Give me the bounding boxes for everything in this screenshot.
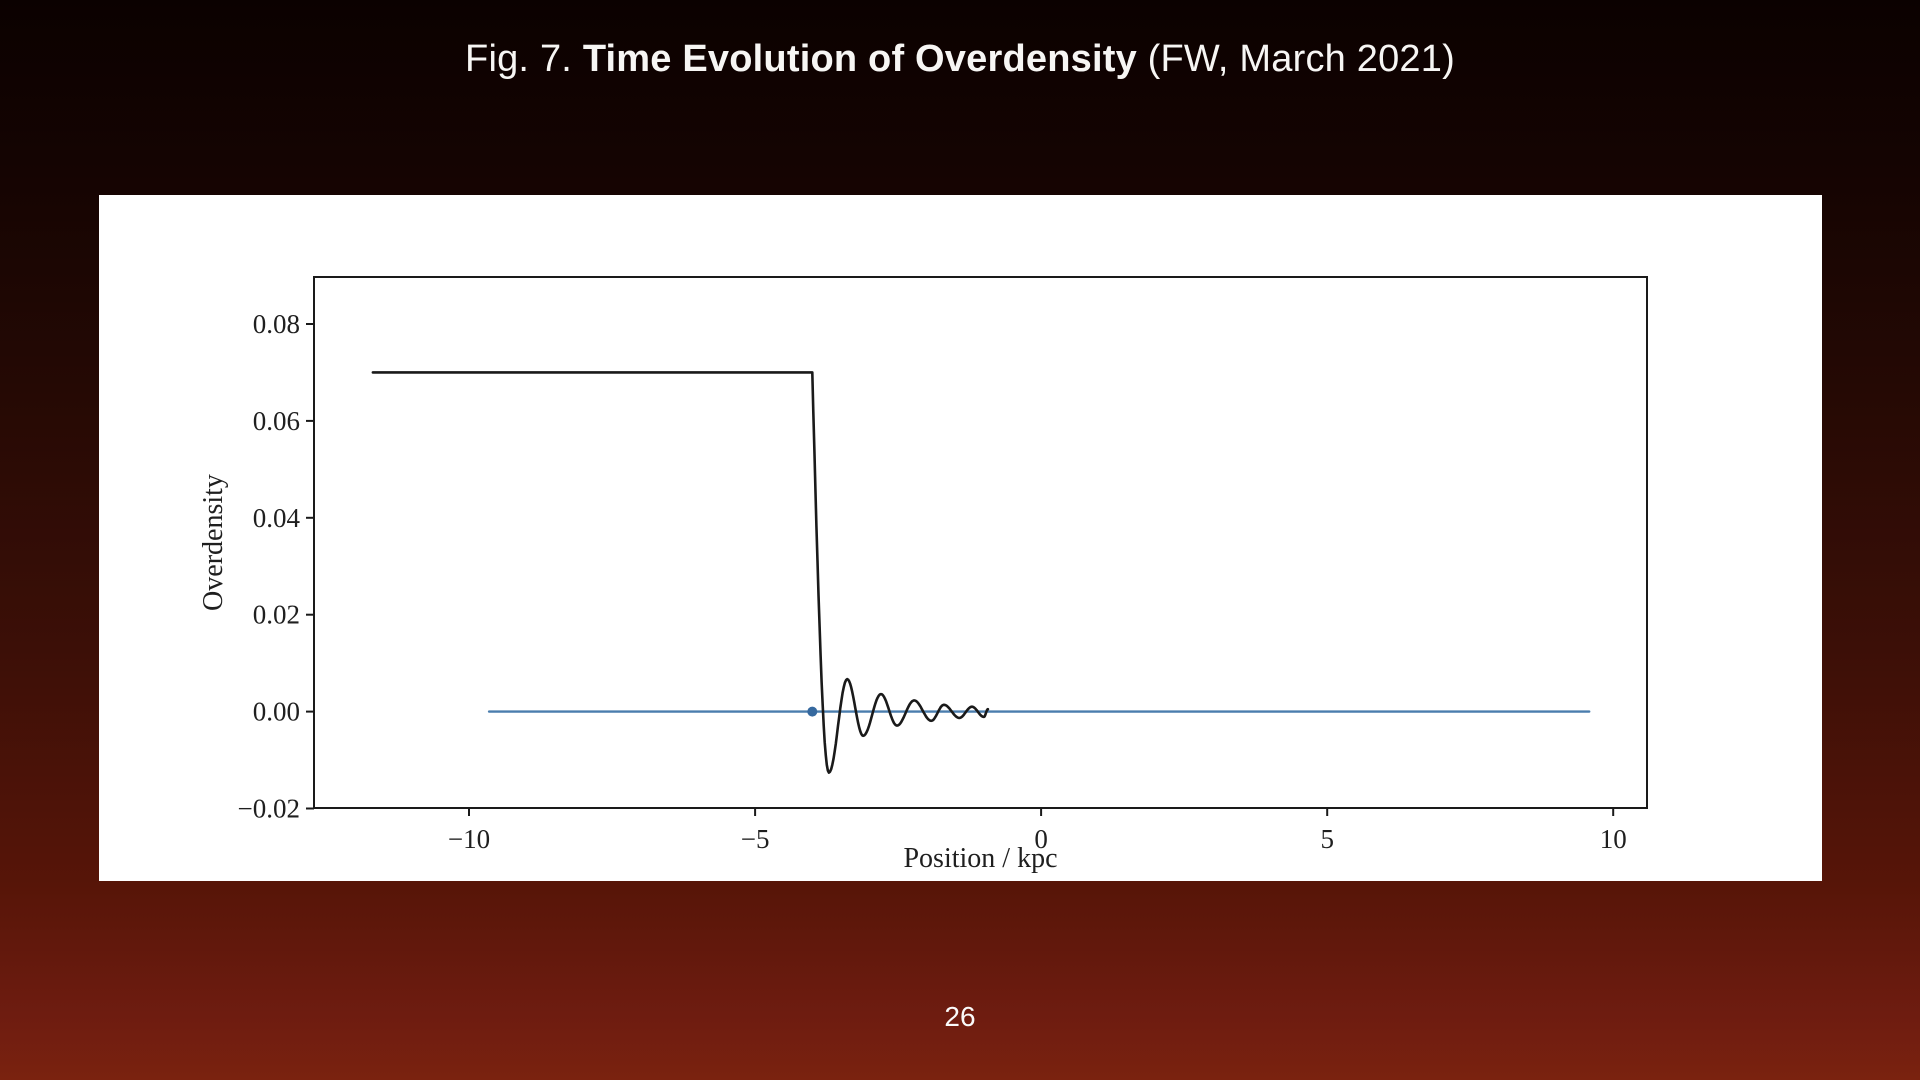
figure-caption-prefix: Fig. 7. <box>465 38 583 80</box>
y-tick-label: 0.06 <box>253 406 300 436</box>
x-tick-label: 10 <box>1600 824 1627 854</box>
y-tick-label: 0.04 <box>253 503 301 533</box>
y-tick-label: 0.02 <box>253 600 300 630</box>
figure-panel: −10 −5 0 5 10 −0.02 0.00 0.02 0.04 0.06 0.08 Positi… <box>99 195 1822 881</box>
y-axis-label: Overdensity <box>198 474 229 611</box>
x-tick-label: 0 <box>1034 824 1048 854</box>
x-tick-label: −5 <box>741 824 770 854</box>
overdensity-curve <box>371 371 990 774</box>
plot-border <box>313 276 1648 809</box>
x-axis-label: Position / kpc <box>903 843 1057 874</box>
x-tick-label: −10 <box>448 824 490 854</box>
data-point-marker <box>807 706 818 717</box>
figure-caption-suffix: (FW, March 2021) <box>1136 38 1455 80</box>
x-tick-label: 5 <box>1320 824 1334 854</box>
figure-caption-title: Time Evolution of Overdensity <box>582 38 1137 80</box>
overdensity-chart: −10 −5 0 5 10 −0.02 0.00 0.02 0.04 0.06 0.08 Positi… <box>198 276 1648 874</box>
page-number: 26 <box>944 1001 976 1032</box>
y-tick-label: −0.02 <box>238 794 300 824</box>
figure-caption: Fig. 7. Time Evolution of Overdensity (F… <box>0 38 1920 81</box>
y-tick-label: 0.08 <box>253 309 300 339</box>
y-tick-label: 0.00 <box>253 697 300 727</box>
